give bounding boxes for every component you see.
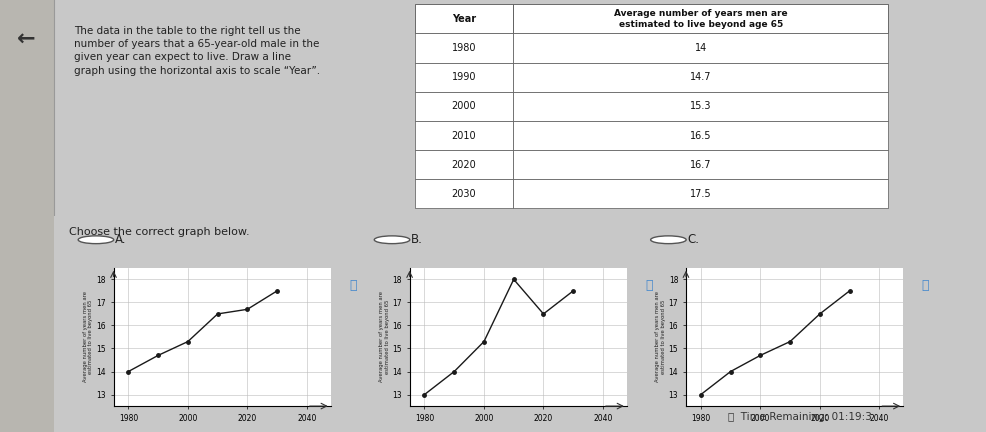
Text: 🔍: 🔍 <box>349 279 356 292</box>
Text: ←: ← <box>18 29 35 49</box>
Text: Choose the correct graph below.: Choose the correct graph below. <box>69 227 249 237</box>
Text: 2010: 2010 <box>452 130 475 140</box>
Y-axis label: Average number of years men are
estimated to live beyond 65: Average number of years men are estimate… <box>83 292 94 382</box>
Text: 2020: 2020 <box>451 160 476 170</box>
FancyBboxPatch shape <box>513 179 887 209</box>
FancyBboxPatch shape <box>414 179 513 209</box>
Text: Average number of years men are
estimated to live beyond age 65: Average number of years men are estimate… <box>613 9 787 29</box>
Circle shape <box>78 236 113 244</box>
Text: 1980: 1980 <box>452 43 475 53</box>
Text: 17.5: 17.5 <box>689 189 711 199</box>
FancyBboxPatch shape <box>414 121 513 150</box>
Circle shape <box>374 236 409 244</box>
Text: Year: Year <box>452 14 475 24</box>
FancyBboxPatch shape <box>513 150 887 179</box>
Y-axis label: Average number of years men are
estimated to live beyond 65: Average number of years men are estimate… <box>379 292 389 382</box>
FancyBboxPatch shape <box>414 92 513 121</box>
Text: 14.7: 14.7 <box>689 72 711 82</box>
Text: 15.3: 15.3 <box>689 102 711 111</box>
FancyBboxPatch shape <box>513 121 887 150</box>
Text: 2000: 2000 <box>452 102 475 111</box>
FancyBboxPatch shape <box>513 34 887 63</box>
Text: C.: C. <box>686 233 699 246</box>
FancyBboxPatch shape <box>0 0 54 216</box>
FancyBboxPatch shape <box>513 4 887 34</box>
FancyBboxPatch shape <box>0 216 54 432</box>
Text: 16.5: 16.5 <box>689 130 711 140</box>
FancyBboxPatch shape <box>414 4 513 34</box>
FancyBboxPatch shape <box>414 63 513 92</box>
Text: 1990: 1990 <box>452 72 475 82</box>
FancyBboxPatch shape <box>513 92 887 121</box>
Text: 2030: 2030 <box>452 189 475 199</box>
Text: B.: B. <box>410 233 422 246</box>
Text: 🔍: 🔍 <box>645 279 652 292</box>
Text: 16.7: 16.7 <box>689 160 711 170</box>
Text: 14: 14 <box>694 43 706 53</box>
Y-axis label: Average number of years men are
estimated to live beyond 65: Average number of years men are estimate… <box>655 292 666 382</box>
Text: 🔍: 🔍 <box>921 279 928 292</box>
Text: The data in the table to the right tell us the
number of years that a 65-year-ol: The data in the table to the right tell … <box>74 26 319 76</box>
Circle shape <box>650 236 685 244</box>
FancyBboxPatch shape <box>414 150 513 179</box>
Text: ⧖  Time Remaining: 01:19:3: ⧖ Time Remaining: 01:19:3 <box>727 412 871 422</box>
Text: A.: A. <box>114 233 126 246</box>
FancyBboxPatch shape <box>414 34 513 63</box>
FancyBboxPatch shape <box>513 63 887 92</box>
